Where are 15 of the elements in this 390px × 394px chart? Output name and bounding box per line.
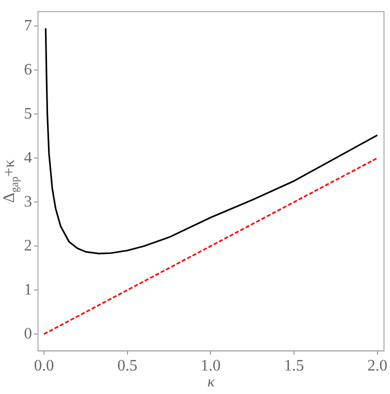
x-axis-title: κ xyxy=(207,374,216,390)
y-tick-label: 7 xyxy=(24,17,32,34)
y-tick-label: 3 xyxy=(24,193,32,210)
y-tick-label: 5 xyxy=(24,105,32,122)
x-tick-label: 1.0 xyxy=(200,358,221,375)
y-tick-label: 2 xyxy=(24,237,32,254)
y-axis-title: Δgap+κ xyxy=(1,160,21,203)
y-tick-label: 0 xyxy=(24,325,32,342)
x-tick-label: 0.5 xyxy=(117,358,138,375)
y-tick-label: 1 xyxy=(24,281,32,298)
x-tick-label: 2.0 xyxy=(367,358,388,375)
y-tick-label: 6 xyxy=(24,61,32,78)
y-tick-label: 4 xyxy=(24,149,32,166)
x-tick-label: 0.0 xyxy=(34,358,54,375)
x-tick-label: 1.5 xyxy=(284,358,304,375)
